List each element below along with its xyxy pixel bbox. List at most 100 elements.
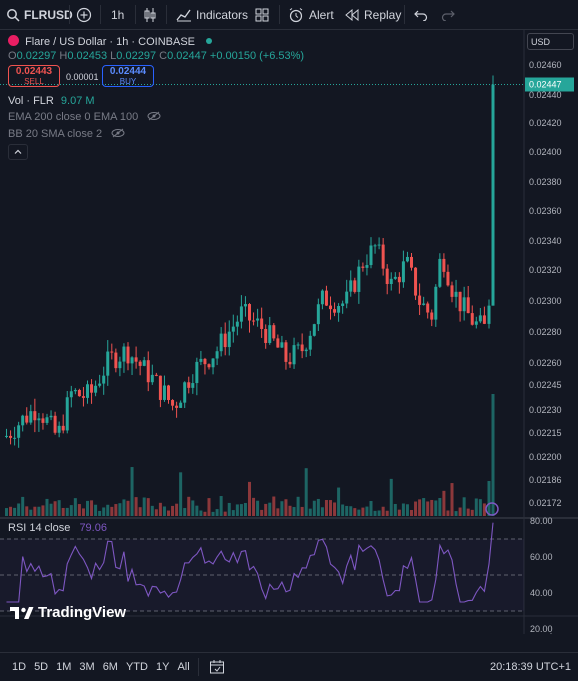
volume-bar [418, 499, 422, 516]
candle [33, 398, 37, 433]
candle [25, 407, 29, 425]
sell-button[interactable]: 0.02443 SELL [8, 65, 60, 87]
volume-bar [304, 468, 308, 516]
currency-label: USD [531, 37, 551, 47]
candle [393, 272, 397, 280]
tradingview-watermark: TradingView [10, 604, 126, 621]
gear-icon[interactable] [545, 633, 558, 635]
range-button-1d[interactable]: 1D [12, 661, 27, 673]
candle [227, 320, 231, 356]
candle [77, 388, 81, 397]
indicators-label: Indicators [196, 7, 249, 22]
candle [272, 323, 276, 341]
current-price-label: 0.02447 [529, 80, 562, 90]
range-button-1y[interactable]: 1Y [155, 661, 170, 673]
volume-bar [401, 503, 405, 516]
volume-bar [21, 496, 25, 516]
volume-bar [434, 500, 438, 516]
rsi-legend: RSI 14 close 79.06 [8, 522, 107, 534]
alarm-clock-icon [289, 7, 303, 22]
candles-group [5, 75, 495, 448]
collapse-legend-button[interactable] [8, 144, 28, 160]
candle [458, 291, 462, 322]
range-button-ytd[interactable]: YTD [125, 661, 148, 673]
currency-select[interactable]: USD [527, 33, 574, 50]
volume-bar [320, 507, 324, 516]
volume-bar [114, 504, 118, 516]
candle [215, 346, 219, 366]
candle [405, 251, 409, 263]
volume-bar [191, 500, 195, 516]
candle [219, 327, 223, 357]
price-tick-label: 0.02260 [529, 358, 562, 368]
candle [442, 253, 446, 278]
candle [187, 376, 191, 394]
volume-bar [446, 510, 450, 516]
price-tick-label: 0.02230 [529, 405, 562, 415]
candle [243, 296, 247, 317]
volume-bar [276, 508, 280, 516]
interval-button[interactable]: 1h [111, 0, 124, 29]
price-tick-label: 0.02420 [529, 118, 562, 128]
volume-bar [203, 511, 207, 516]
eye-hidden-icon[interactable] [147, 111, 161, 121]
candle [482, 306, 486, 325]
volume-bar [223, 511, 227, 516]
volume-bar [397, 509, 401, 516]
candle [114, 348, 118, 373]
volume-bar [308, 508, 312, 516]
undo-icon [414, 10, 428, 21]
indicators-button[interactable]: Indicators [176, 0, 248, 29]
candle [223, 322, 227, 356]
layouts-button[interactable] [255, 0, 269, 29]
volume-bar [430, 499, 434, 516]
range-button-3m[interactable]: 3M [79, 661, 95, 673]
rsi-tick-label: 20.00 [530, 624, 553, 634]
candle [337, 303, 341, 322]
candle [264, 324, 268, 349]
candle [45, 413, 49, 426]
symbol-search-button[interactable]: FLRUSD [6, 0, 73, 29]
candle [17, 421, 21, 448]
candle [292, 337, 296, 369]
buy-button[interactable]: 0.02444 BUY [102, 65, 154, 87]
price-tick-label: 0.02200 [529, 452, 562, 462]
range-button-6m[interactable]: 6M [102, 661, 118, 673]
eye-hidden-icon[interactable] [111, 128, 125, 138]
candle [369, 237, 373, 269]
calendar-goto-icon[interactable] [209, 659, 225, 675]
alert-button[interactable]: Alert [288, 0, 334, 29]
redo-button[interactable] [441, 0, 455, 29]
candle [211, 358, 215, 375]
volume-bar [219, 496, 223, 516]
candle [86, 380, 89, 404]
volume-bar [150, 505, 154, 516]
volume-bar [215, 509, 219, 516]
range-button-5d[interactable]: 5D [34, 661, 49, 673]
volume-bar [369, 501, 373, 516]
compare-button[interactable] [76, 0, 92, 29]
candle [94, 380, 98, 397]
volume-bar [235, 504, 239, 516]
price-chart[interactable]: 0.02460 0.02440 0.02420 0.02400 0.02380 0.023… [0, 30, 578, 634]
volume-bar [243, 502, 247, 516]
undo-button[interactable] [414, 0, 428, 29]
volume-bar [61, 507, 65, 516]
candle [5, 428, 8, 439]
replay-button[interactable]: Replay [345, 0, 401, 29]
candle [422, 296, 426, 306]
chart-type-button[interactable] [143, 0, 157, 29]
utc-clock[interactable]: 20:18:39 UTC+1 [489, 661, 571, 673]
range-button-1m[interactable]: 1M [56, 661, 72, 673]
volume-bar [90, 500, 94, 516]
candle [333, 302, 337, 317]
volume-bar [211, 511, 215, 516]
range-button-all[interactable]: All [177, 661, 190, 673]
volume-bar [426, 501, 430, 516]
candle [462, 286, 466, 321]
candle [284, 340, 288, 370]
chart-area[interactable]: 0.02460 0.02440 0.02420 0.02400 0.02380 0.023… [0, 30, 578, 634]
candle [474, 316, 478, 329]
rsi-pane: 80.00 60.00 40.00 20.00 [0, 516, 553, 634]
volume-bar [466, 508, 470, 516]
